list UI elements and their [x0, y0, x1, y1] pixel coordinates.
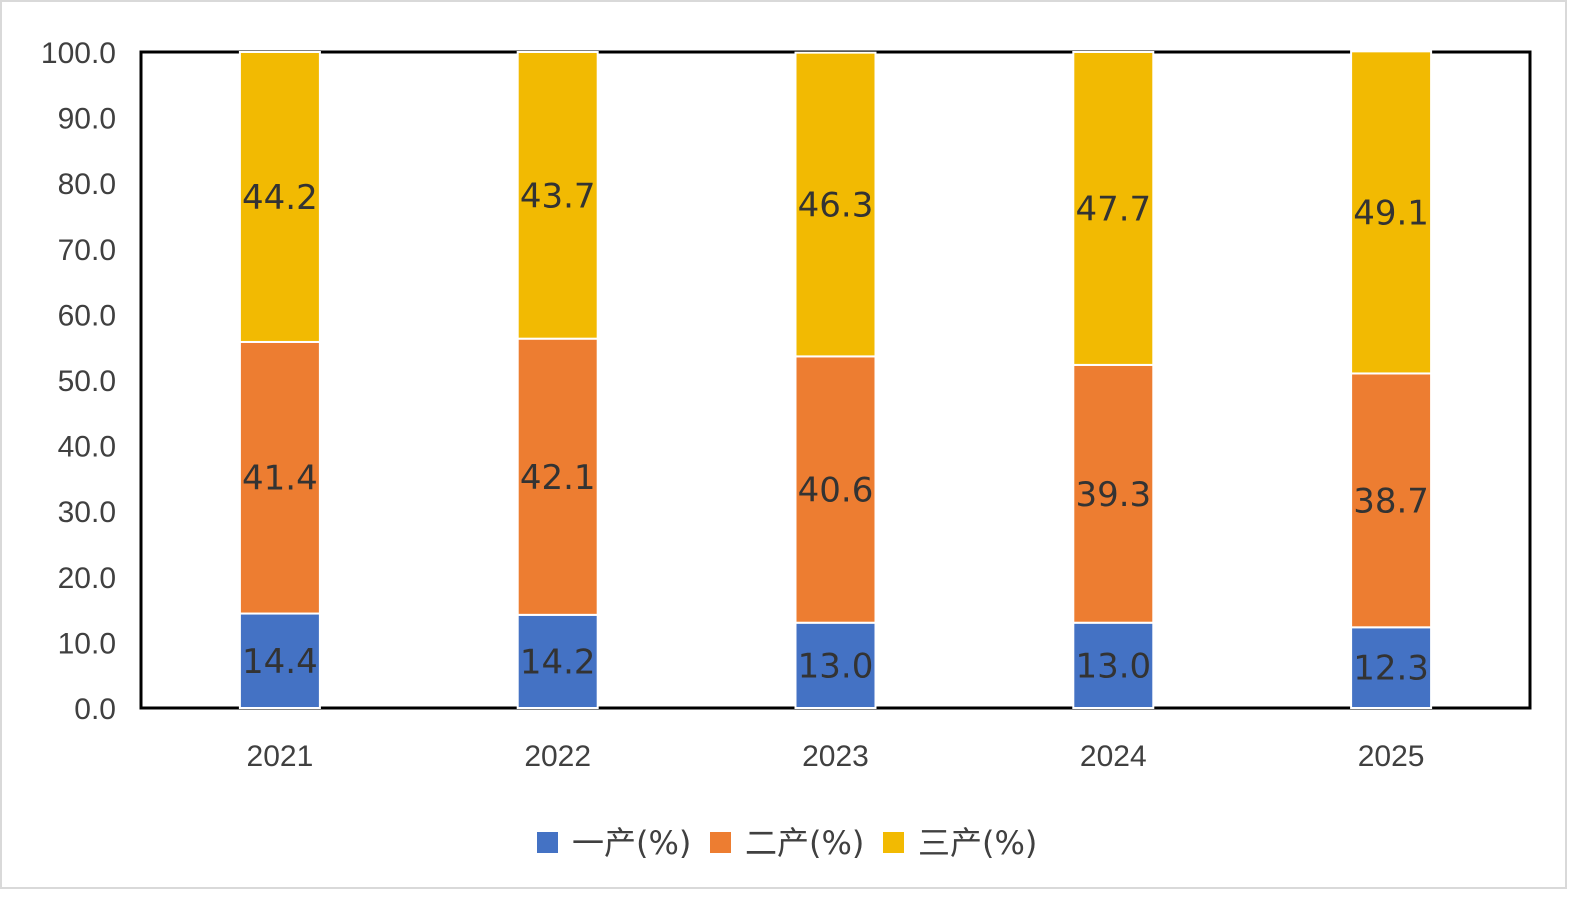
legend-label: 三产(%)	[918, 824, 1037, 862]
legend-label: 一产(%)	[572, 824, 691, 862]
data-label: 13.0	[798, 646, 874, 686]
legend-label: 二产(%)	[745, 824, 864, 862]
legend-swatch	[883, 832, 904, 853]
y-tick-label: 70.0	[58, 234, 116, 267]
data-label: 13.0	[1075, 646, 1151, 686]
data-label: 40.6	[798, 471, 874, 511]
bar-segment	[238, 51, 321, 343]
data-label: 47.7	[1075, 189, 1151, 229]
bar-segment	[1072, 363, 1155, 624]
x-tick-label: 2024	[1080, 740, 1147, 773]
legend-swatch	[537, 832, 558, 853]
y-tick-label: 50.0	[58, 365, 116, 398]
bar-segment	[794, 355, 877, 624]
x-axis-labels: 2021 2022 2023 2024 2025	[247, 740, 1425, 773]
x-tick-label: 2022	[524, 740, 591, 773]
data-label: 12.3	[1353, 649, 1429, 689]
legend-swatch	[710, 832, 731, 853]
y-tick-label: 40.0	[58, 431, 116, 464]
data-label: 44.2	[242, 178, 318, 218]
y-tick-label: 10.0	[58, 627, 116, 660]
y-tick-label: 0.0	[74, 693, 116, 726]
x-tick-label: 2025	[1358, 740, 1425, 773]
bar-segment	[794, 621, 877, 709]
bar-segment	[1350, 372, 1433, 629]
data-label: 46.3	[798, 186, 874, 226]
legend: 一产(%) 二产(%) 三产(%)	[537, 824, 1037, 862]
data-label: 41.4	[242, 459, 318, 499]
bar-segment	[794, 51, 877, 358]
bar-segment	[516, 613, 599, 710]
bar-segment	[516, 51, 599, 340]
y-tick-label: 60.0	[58, 299, 116, 332]
data-label: 39.3	[1075, 475, 1151, 515]
y-tick-label: 90.0	[58, 103, 116, 136]
x-tick-label: 2021	[247, 740, 314, 773]
data-label: 14.2	[520, 642, 596, 682]
bar-segment	[1350, 50, 1433, 375]
bar-segment	[1072, 621, 1155, 709]
y-axis-labels: 0.0 10.0 20.0 30.0 40.0 50.0 60.0 70.0 80.0 90.0 1…	[41, 37, 116, 726]
data-label: 49.1	[1353, 193, 1429, 233]
x-tick-label: 2023	[802, 740, 869, 773]
bars-layer: 14.4 41.4 44.2 14.2 42.1 43.7 13.0 40.6 46.3 13.0…	[238, 50, 1433, 710]
y-tick-label: 100.0	[41, 37, 116, 70]
y-tick-label: 20.0	[58, 562, 116, 595]
data-label: 14.4	[242, 642, 318, 682]
y-tick-label: 80.0	[58, 168, 116, 201]
bar-segment	[516, 337, 599, 616]
data-label: 38.7	[1353, 481, 1429, 521]
data-label: 42.1	[520, 458, 596, 498]
data-label: 43.7	[520, 176, 596, 216]
bar-segment	[1072, 51, 1155, 366]
bar-segment	[238, 340, 321, 615]
y-tick-label: 30.0	[58, 496, 116, 529]
